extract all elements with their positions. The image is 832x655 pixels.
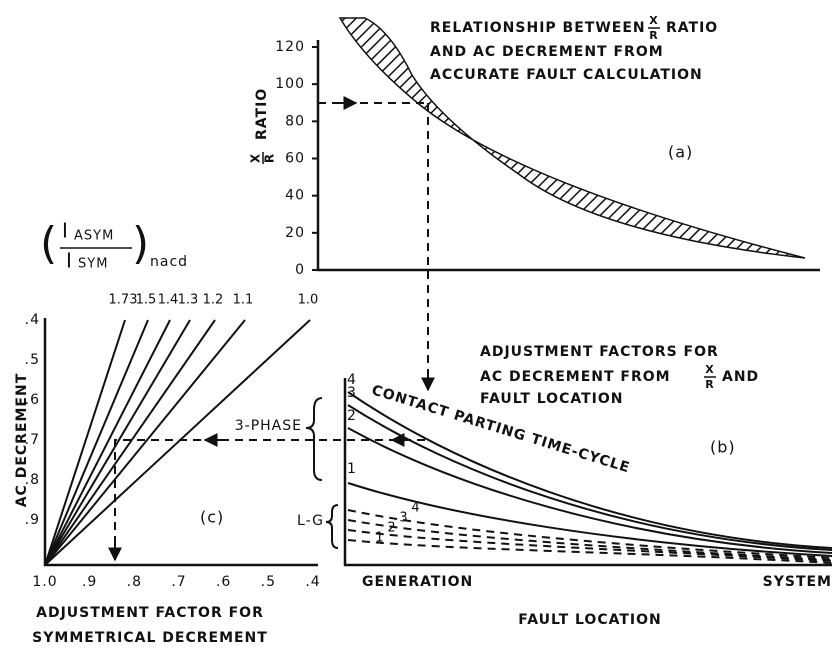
x-tick-label: .4 xyxy=(305,574,320,590)
line-label: 1.3 xyxy=(178,293,199,308)
y-tick-label: 40 xyxy=(285,188,305,204)
curve xyxy=(347,509,832,559)
svg-text:): ) xyxy=(132,218,150,269)
axis-title: SYMMETRICAL DECREMENT xyxy=(32,630,268,646)
curve xyxy=(347,482,832,557)
curve xyxy=(347,404,832,551)
y-tick-label: 60 xyxy=(285,151,305,167)
x-tick-label: .9 xyxy=(82,574,97,590)
brace xyxy=(305,397,323,481)
formula-part: ASYM xyxy=(74,229,114,244)
tag: (a) xyxy=(668,143,693,162)
panel-a: 120 100 80 60 40 20 0 RATIO X R RELATIONSHIP B… xyxy=(249,14,820,392)
title: RATIO xyxy=(666,20,718,36)
formula-part: nacd xyxy=(150,254,188,270)
label: L-G xyxy=(297,513,324,529)
title: RELATIONSHIP BETWEEN xyxy=(430,20,646,36)
axis-title: AC DECREMENT xyxy=(14,373,30,508)
tag: (c) xyxy=(200,508,224,527)
band xyxy=(338,17,806,259)
curve-number: 1 xyxy=(347,461,357,477)
label: 3-PHASE xyxy=(235,418,302,434)
title: AND AC DECREMENT FROM xyxy=(430,44,664,60)
curve xyxy=(347,391,832,549)
line-label: 1.73 xyxy=(109,293,138,308)
x-tick-label: 1.0 xyxy=(32,574,57,590)
fraction: R xyxy=(263,153,277,163)
factor-line xyxy=(44,319,149,566)
factor-line xyxy=(44,319,311,566)
y-tick-label: .7 xyxy=(25,432,40,448)
y-tick-label: .8 xyxy=(25,472,40,488)
x-tick-label: .5 xyxy=(261,574,276,590)
line-label: 1.2 xyxy=(203,293,224,308)
fraction: X xyxy=(649,14,658,27)
line-label: 1.1 xyxy=(233,293,254,308)
line-label: 1.0 xyxy=(298,293,319,308)
x-label: SYSTEM xyxy=(763,574,832,590)
curve-number: 4 xyxy=(411,501,420,516)
formula-part: SYM xyxy=(78,257,108,272)
factor-line xyxy=(44,319,171,566)
y-tick-label: .9 xyxy=(25,512,40,528)
factor-line xyxy=(44,319,246,566)
y-tick-label: .5 xyxy=(25,352,40,368)
title: FAULT LOCATION xyxy=(480,391,623,407)
panel-c: 1.731.5 1.4 1.3 1.2 1.1 1.0.4.5.6.7.8.91.0.9.… xyxy=(14,218,425,646)
title: ADJUSTMENT FACTORS FOR xyxy=(480,344,719,360)
fraction: X xyxy=(705,363,714,376)
x-tick-label: .7 xyxy=(171,574,186,590)
title: ACCURATE FAULT CALCULATION xyxy=(430,67,703,83)
y-tick-label: .6 xyxy=(25,392,40,408)
y-tick-label: 20 xyxy=(285,225,305,241)
line-label: 1.5 xyxy=(136,293,157,308)
y-tick-label: 120 xyxy=(275,39,305,55)
curve-number: 3 xyxy=(399,511,408,526)
svg-text:(: ( xyxy=(40,218,58,269)
factor-line xyxy=(44,319,216,566)
guide xyxy=(114,439,425,565)
y-tick-label: 100 xyxy=(275,76,305,92)
curve-number: 3 xyxy=(347,385,357,401)
x-tick-label: .8 xyxy=(127,574,142,590)
curve xyxy=(347,539,832,564)
axis-title: FAULT LOCATION xyxy=(518,612,661,628)
axes xyxy=(343,378,832,567)
axis-label: RATIO xyxy=(254,88,270,140)
fraction: R xyxy=(649,29,658,42)
axis-title: ADJUSTMENT FACTOR FOR xyxy=(36,605,264,621)
curve-number: 1 xyxy=(375,531,384,546)
y-tick-label: 80 xyxy=(285,113,305,129)
y-tick-label: 0 xyxy=(295,262,305,278)
factor-line xyxy=(44,319,126,566)
x-label: GENERATION xyxy=(362,574,473,590)
curve xyxy=(347,427,832,554)
title: AC DECREMENT FROM xyxy=(480,369,671,385)
curve-number: 2 xyxy=(387,521,396,536)
factor-line xyxy=(44,319,191,566)
y-tick-label: .4 xyxy=(25,312,40,328)
tag: (b) xyxy=(710,438,736,457)
formula: ( I ASYM I SYM ) nacd xyxy=(40,218,188,273)
line-label: 1.4 xyxy=(158,293,179,308)
curve-number: 4 xyxy=(347,372,357,388)
curve-number: 2 xyxy=(347,408,357,424)
x-tick-label: .6 xyxy=(216,574,231,590)
fraction: X xyxy=(249,153,263,163)
curve xyxy=(347,529,832,562)
fraction: R xyxy=(705,378,714,391)
formula-part: I xyxy=(66,249,73,273)
formula-part: I xyxy=(62,219,69,243)
curve xyxy=(347,519,832,561)
title: AND xyxy=(722,369,759,385)
brace xyxy=(325,504,339,549)
